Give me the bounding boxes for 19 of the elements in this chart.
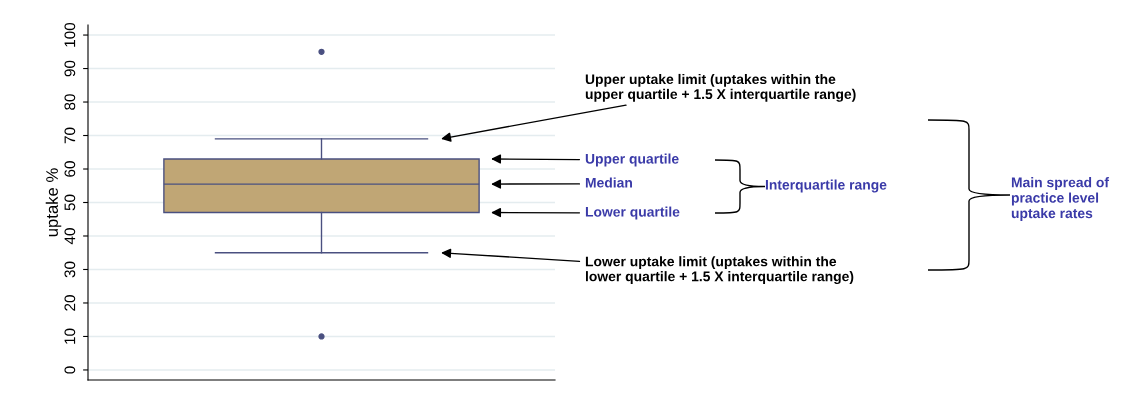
- y-tick-label: 90: [64, 60, 76, 77]
- text: Lower quartile: [585, 206, 680, 220]
- text: Upper uptake limit (uptakes within the upper quartile + 1.5 X interquartile range): [585, 73, 856, 102]
- text: Main spread of practice level uptake rates: [1011, 177, 1110, 221]
- y-axis-title: uptake %: [45, 168, 62, 237]
- text: Interquartile range: [765, 179, 887, 193]
- y-tick-label: 20: [64, 295, 76, 311]
- y-tick-label: 80: [64, 94, 76, 110]
- y-tick-label: 100: [64, 22, 76, 47]
- y-tick-label: 70: [64, 127, 76, 144]
- text: Median: [585, 177, 632, 188]
- text: Lower uptake limit (uptakes within the lower quartile + 1.5 X interquartile range): [585, 256, 854, 285]
- y-tick-label: 40: [64, 228, 76, 245]
- y-tick-label: 50: [64, 194, 76, 211]
- y-tick-label: 30: [64, 261, 76, 278]
- y-tick-label: 60: [64, 161, 76, 177]
- text: Upper quartile: [585, 153, 679, 167]
- y-tick-label: 0: [64, 366, 76, 374]
- y-tick-label: 10: [64, 328, 76, 344]
